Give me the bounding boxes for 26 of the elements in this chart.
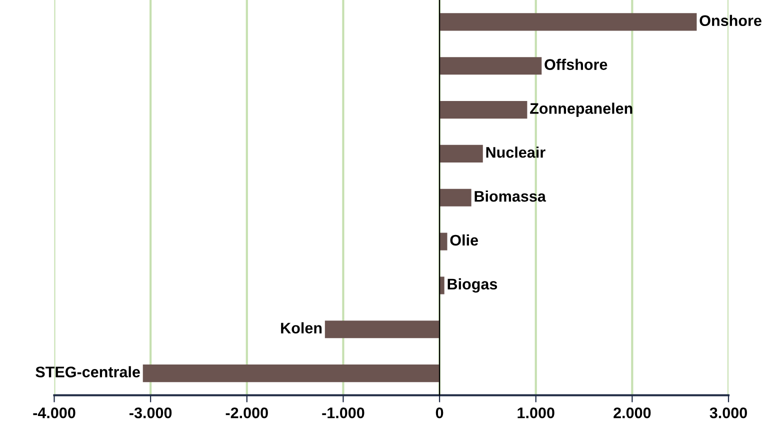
x-tick-label: 1.000 xyxy=(518,407,554,418)
bar xyxy=(142,364,440,382)
bar xyxy=(440,144,483,162)
y-tick-label: Zonnepanelen xyxy=(530,102,632,117)
x-tick-label: -4.000 xyxy=(33,407,76,418)
bar xyxy=(440,101,528,119)
bar xyxy=(440,232,448,250)
y-tick-label: Biomassa xyxy=(474,190,546,202)
x-tick-label: 2.000 xyxy=(614,407,651,418)
x-tick-label: 3.000 xyxy=(710,407,747,418)
x-tick-label: -2.000 xyxy=(226,407,268,418)
bar xyxy=(440,188,472,206)
bar xyxy=(440,13,697,31)
y-tick-label: Olie xyxy=(450,234,478,246)
y-tick-label: STEG-centrale xyxy=(36,366,140,378)
bar xyxy=(324,320,440,338)
bar xyxy=(440,57,542,75)
y-tick-label: Biogas xyxy=(448,278,498,293)
x-tick-label: -1.000 xyxy=(322,407,364,418)
y-tick-label: Offshore xyxy=(544,58,608,70)
x-tick-label: -3.000 xyxy=(130,407,172,418)
y-tick-label: Kolen xyxy=(281,322,322,334)
y-tick-label: Nucleair xyxy=(486,146,546,158)
bar xyxy=(440,276,444,294)
x-tick-label: 0 xyxy=(436,407,444,418)
y-tick-label: Onshore xyxy=(700,14,762,26)
